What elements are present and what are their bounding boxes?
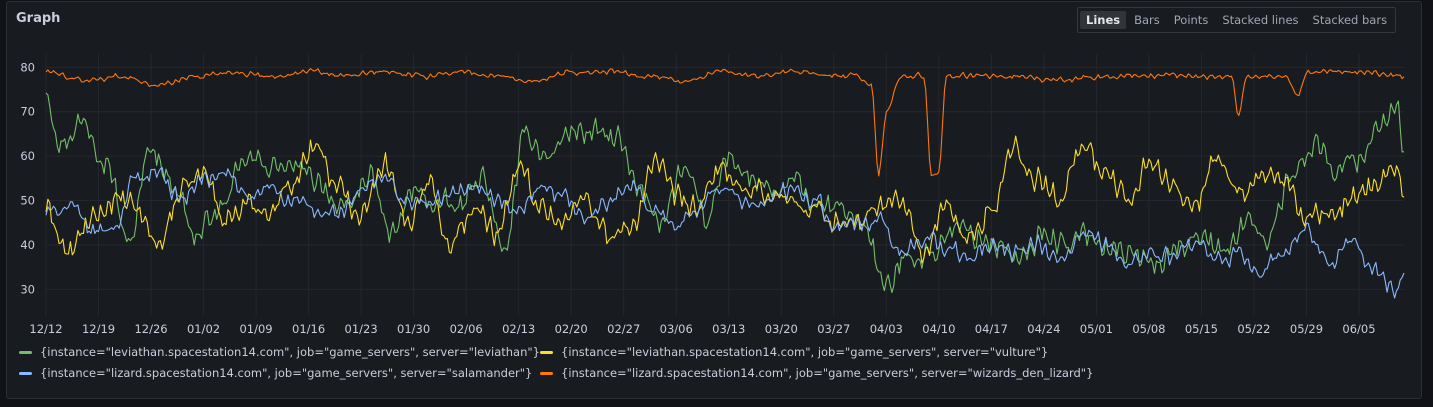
series-line-3 <box>45 68 1405 177</box>
y-tick-label: 60 <box>20 149 35 163</box>
x-tick-label: 12/19 <box>82 322 115 336</box>
legend-item-vulture[interactable]: {instance="leviathan.spacestation14.com"… <box>540 345 1100 359</box>
x-tick-label: 04/17 <box>975 322 1008 336</box>
y-tick-label: 50 <box>20 194 35 208</box>
view-stacked-bars-button[interactable]: Stacked bars <box>1312 13 1388 27</box>
legend-item-wizards-den-lizard[interactable]: {instance="lizard.spacestation14.com", j… <box>540 366 1100 380</box>
x-tick-label: 05/08 <box>1132 322 1165 336</box>
y-tick-label: 40 <box>20 238 35 252</box>
legend-label: {instance="lizard.spacestation14.com", j… <box>561 366 1094 380</box>
legend-label: {instance="leviathan.spacestation14.com"… <box>39 345 540 359</box>
legend-item-leviathan[interactable]: {instance="leviathan.spacestation14.com"… <box>19 345 540 359</box>
chart-legend: {instance="leviathan.spacestation14.com"… <box>19 345 1409 380</box>
x-tick-label: 12/26 <box>134 322 167 336</box>
legend-label: {instance="leviathan.spacestation14.com"… <box>561 345 1049 359</box>
x-tick-label: 05/22 <box>1237 322 1270 336</box>
legend-item-salamander[interactable]: {instance="lizard.spacestation14.com", j… <box>19 366 540 380</box>
x-tick-label: 03/27 <box>817 322 850 336</box>
x-tick-label: 02/27 <box>607 322 640 336</box>
x-tick-label: 05/01 <box>1080 322 1113 336</box>
graph-panel: Graph Lines Bars Points Stacked lines St… <box>6 1 1422 399</box>
y-tick-label: 30 <box>20 282 35 296</box>
x-tick-label: 01/23 <box>345 322 378 336</box>
x-tick-label: 04/10 <box>922 322 955 336</box>
x-tick-label: 05/29 <box>1290 322 1323 336</box>
x-tick-label: 02/13 <box>502 322 535 336</box>
x-tick-label: 03/06 <box>660 322 693 336</box>
view-points-button[interactable]: Points <box>1173 13 1209 27</box>
x-tick-label: 01/16 <box>292 322 325 336</box>
x-tick-label: 01/09 <box>239 322 272 336</box>
x-tick-label: 02/06 <box>450 322 483 336</box>
x-tick-label: 03/20 <box>765 322 798 336</box>
legend-swatch-yellow <box>540 350 553 354</box>
panel-title: Graph <box>16 11 61 26</box>
series-line-0 <box>45 92 1405 294</box>
series-line-2 <box>45 167 1405 299</box>
x-tick-label: 06/05 <box>1342 322 1375 336</box>
x-tick-label: 01/02 <box>187 322 220 336</box>
view-stacked-lines-button[interactable]: Stacked lines <box>1222 13 1299 27</box>
x-tick-label: 01/30 <box>397 322 430 336</box>
view-lines-button[interactable]: Lines <box>1080 11 1127 29</box>
y-tick-label: 70 <box>20 105 35 119</box>
legend-label: {instance="lizard.spacestation14.com", j… <box>40 366 533 380</box>
x-tick-label: 04/03 <box>870 322 903 336</box>
series-line-1 <box>45 135 1405 264</box>
line-chart[interactable]: 30 40 50 60 70 80 12/12 12/19 12/26 01/02 01/09 01/… <box>7 2 1421 342</box>
legend-swatch-blue <box>19 371 32 375</box>
y-tick-label: 80 <box>20 60 35 74</box>
view-bars-button[interactable]: Bars <box>1134 13 1160 27</box>
x-tick-label: 03/13 <box>712 322 745 336</box>
x-tick-label: 05/15 <box>1185 322 1218 336</box>
legend-swatch-orange <box>540 371 553 375</box>
x-tick-label: 04/24 <box>1027 322 1060 336</box>
view-mode-switch: Lines Bars Points Stacked lines Stacked … <box>1077 7 1397 33</box>
x-tick-label: 02/20 <box>555 322 588 336</box>
legend-swatch-green <box>19 350 32 354</box>
x-tick-label: 12/12 <box>29 322 62 336</box>
